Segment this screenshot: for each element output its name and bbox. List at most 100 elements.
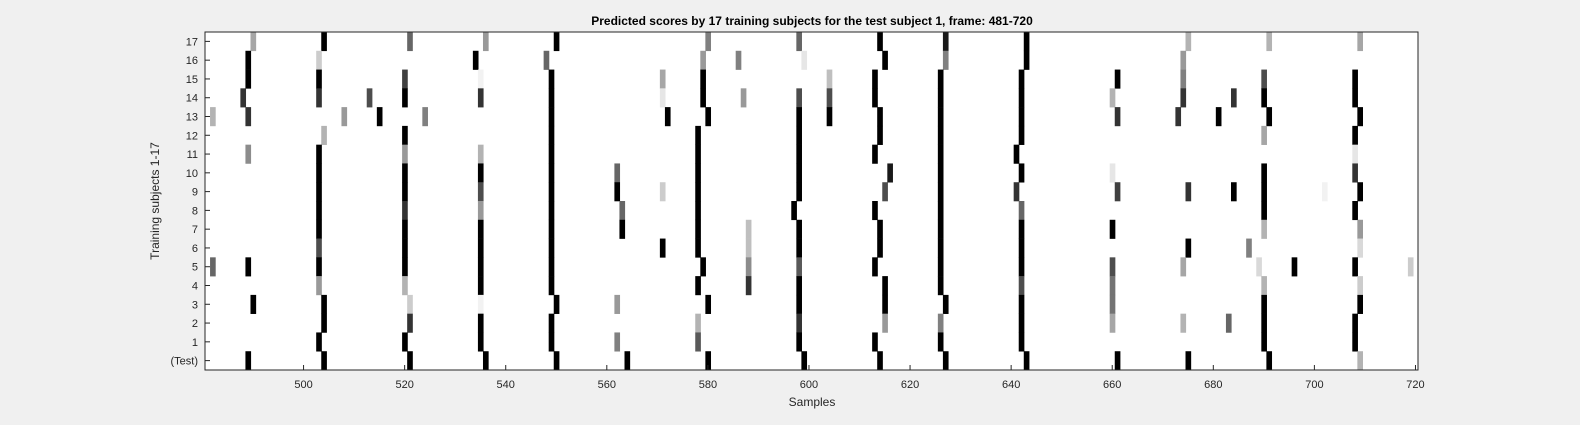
heatmap-cell xyxy=(1013,144,1020,164)
x-tick-label: 500 xyxy=(294,379,312,391)
heatmap-cell xyxy=(624,351,631,371)
heatmap-cell xyxy=(659,88,666,108)
x-tick-label: 560 xyxy=(598,379,616,391)
heatmap-cell xyxy=(1013,182,1020,202)
heatmap-cell xyxy=(402,125,408,145)
heatmap-cell xyxy=(1109,88,1116,108)
heatmap-cell xyxy=(937,201,944,221)
heatmap-cell xyxy=(472,50,479,70)
heatmap-cell xyxy=(937,257,944,277)
heatmap-cell xyxy=(548,182,555,202)
heatmap-cell xyxy=(1352,125,1358,145)
heatmap-cell xyxy=(1018,294,1025,314)
heatmap-cell xyxy=(882,313,888,333)
heatmap-cell xyxy=(1261,125,1267,145)
heatmap-cell xyxy=(548,313,555,333)
heatmap-cell xyxy=(695,332,701,352)
heatmap-cell xyxy=(1114,107,1121,127)
heatmap-cell xyxy=(1357,182,1363,202)
heatmap-cell xyxy=(407,294,413,314)
heatmap-cell xyxy=(877,107,883,127)
heatmap-cell xyxy=(1357,107,1363,127)
heatmap-cell xyxy=(366,88,373,108)
y-tick-labels: 17 16 15 14 13 12 11 10 9 8 7 6 5 4 3 2 1 (Test) xyxy=(171,36,210,368)
heatmap-cell xyxy=(477,238,484,258)
heatmap-cell xyxy=(1185,32,1192,52)
y-tick-label: 11 xyxy=(187,149,198,161)
heatmap-cell xyxy=(407,351,413,371)
heatmap-cell xyxy=(695,276,701,296)
heatmap-cell xyxy=(548,219,555,239)
heatmap-cell xyxy=(245,144,252,164)
heatmap-cell xyxy=(1261,313,1267,333)
y-tick-label: 1 xyxy=(192,337,198,349)
heatmap-cell xyxy=(245,69,252,89)
x-tick-label: 580 xyxy=(699,379,717,391)
heatmap-cell xyxy=(321,313,327,333)
heatmap-cell xyxy=(796,219,802,239)
heatmap-cell xyxy=(1352,257,1358,277)
heatmap-cell xyxy=(321,351,327,371)
heatmap-cell xyxy=(887,163,893,183)
heatmap-cell xyxy=(477,313,484,333)
heatmap-cell xyxy=(1018,88,1025,108)
x-axis-label: Samples xyxy=(789,395,836,409)
heatmap-cell xyxy=(1352,313,1358,333)
heatmap-cell xyxy=(245,351,252,371)
heatmap-cell xyxy=(937,313,944,333)
heatmap-cell xyxy=(250,32,257,52)
heatmap-cell xyxy=(614,332,621,352)
heatmap-cell xyxy=(1018,257,1025,277)
heatmap-cell xyxy=(872,332,878,352)
y-tick-label: 4 xyxy=(192,281,198,293)
heatmap-cell xyxy=(745,238,752,258)
heatmap-cell xyxy=(1225,313,1232,333)
heatmap-cell xyxy=(402,69,408,89)
heatmap-cell xyxy=(745,219,752,239)
chart-title: Predicted scores by 17 training subjects… xyxy=(591,14,1033,28)
heatmap-cell xyxy=(942,50,949,70)
x-tick-labels: 500 520 540 560 580 600 620 640 660 680 700 720 xyxy=(294,365,1425,391)
heatmap-cell xyxy=(1352,201,1358,221)
y-tick-label: 14 xyxy=(186,93,198,105)
heatmap-cell xyxy=(1261,294,1267,314)
heatmap-cell xyxy=(1109,219,1116,239)
heatmap-cell xyxy=(1109,294,1116,314)
x-tick-label: 680 xyxy=(1204,379,1222,391)
heatmap-cell xyxy=(548,107,555,127)
heatmap-cell xyxy=(937,163,944,183)
heatmap-cell xyxy=(1261,88,1267,108)
y-tick-label: 7 xyxy=(192,224,198,236)
heatmap-cell xyxy=(872,144,878,164)
heatmap-cell xyxy=(801,50,808,70)
heatmap-cell xyxy=(700,257,706,277)
heatmap-cell xyxy=(659,238,666,258)
heatmap-cell xyxy=(402,332,408,352)
heatmap-cell xyxy=(210,257,216,277)
heatmap-cell xyxy=(614,294,621,314)
y-tick-label: 16 xyxy=(186,55,198,67)
heatmap-cell xyxy=(695,182,701,202)
heatmap-cell xyxy=(872,201,878,221)
heatmap-cell xyxy=(548,88,555,108)
heatmap-cell xyxy=(1114,182,1121,202)
heatmap-cell xyxy=(826,107,833,127)
y-tick-label: 12 xyxy=(186,130,198,142)
heatmap-cell xyxy=(1357,294,1363,314)
heatmap-cell xyxy=(341,107,348,127)
heatmap-cell xyxy=(245,257,252,277)
heatmap-cell xyxy=(1018,276,1025,296)
heatmap-cell xyxy=(477,294,484,314)
heatmap-cell xyxy=(316,238,322,258)
heatmap-cell xyxy=(321,294,327,314)
x-tick-label: 600 xyxy=(800,379,818,391)
heatmap-cell xyxy=(553,351,560,371)
heatmap-cell xyxy=(872,257,878,277)
heatmap-cell xyxy=(937,182,944,202)
heatmap-cell xyxy=(1261,219,1267,239)
heatmap-cell xyxy=(477,332,484,352)
heatmap-cell xyxy=(1018,219,1025,239)
heatmap-cell xyxy=(1357,238,1363,258)
heatmap-cell xyxy=(1018,69,1025,89)
